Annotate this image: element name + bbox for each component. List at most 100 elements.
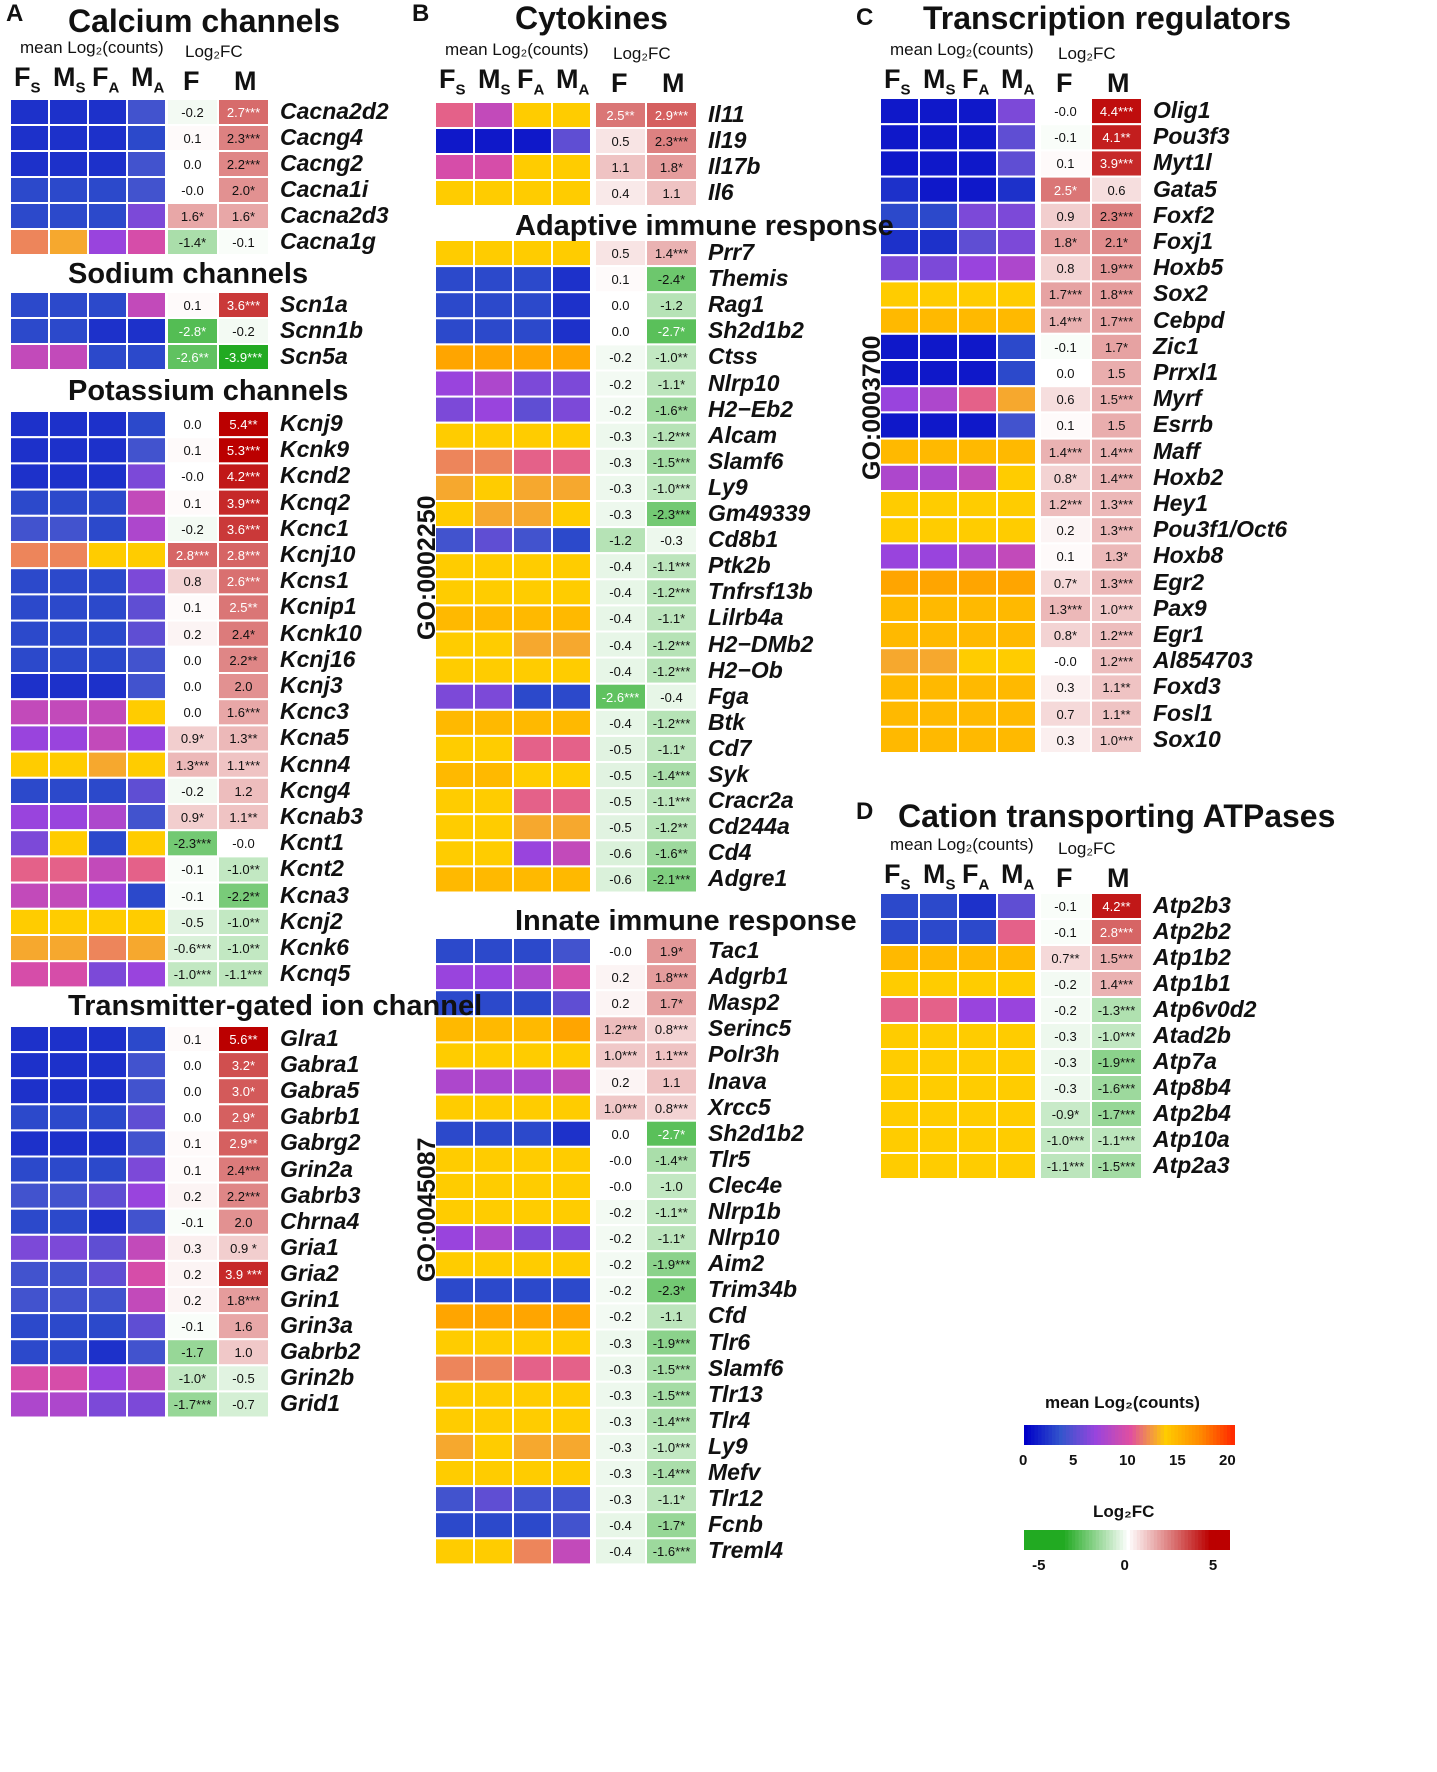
count-cell (9, 619, 50, 648)
count-cell (48, 1286, 89, 1315)
gene-label: Cd7 (708, 734, 752, 761)
count-cell (957, 175, 998, 204)
count-cell (879, 385, 920, 414)
gene-label: Foxj1 (1153, 228, 1214, 254)
count-cell (996, 594, 1037, 623)
count-cell (918, 944, 959, 972)
fc-value: -1.1* (657, 376, 686, 392)
gene-label: Cacna2d2 (280, 98, 389, 124)
fc-value: 5.6** (229, 1032, 258, 1047)
fc-cell (645, 865, 698, 894)
count-cell (87, 150, 128, 178)
gene-label: Kcnj3 (280, 672, 343, 698)
count-cell (551, 787, 592, 816)
gene-label: Al854703 (1153, 647, 1253, 674)
count-cell (473, 865, 514, 894)
count-cell (48, 228, 89, 256)
fc-cell (217, 698, 270, 727)
count-cell (126, 1312, 167, 1341)
count-cell (879, 306, 920, 335)
count-cell (918, 621, 959, 650)
fc-value: 1.2*** (603, 1022, 638, 1038)
fc-cell (217, 907, 270, 936)
fc-header: Log₂FC (185, 42, 243, 61)
fc-value: 2.3*** (654, 134, 689, 149)
fc-legend-gradient (1030, 1530, 1036, 1550)
fc-cell (1039, 918, 1092, 946)
count-cell (551, 1224, 592, 1253)
counts-legend-gradient (1111, 1425, 1116, 1445)
fc-legend-gradient (1201, 1530, 1207, 1550)
fc-value: 1.4*** (1099, 444, 1134, 460)
count-cell (918, 149, 959, 178)
fc-value: 2.5** (229, 600, 258, 616)
count-cell (551, 369, 592, 398)
counts-legend-gradient (1097, 1425, 1102, 1445)
count-cell (551, 1119, 592, 1148)
count-cell (48, 410, 89, 439)
fc-legend-gradient (1037, 1530, 1043, 1550)
gene-label: Kcnn4 (280, 750, 351, 777)
fc-cell (166, 803, 219, 832)
fc-value: -1.2 (660, 298, 683, 314)
counts-legend-gradient (1216, 1425, 1221, 1445)
count-cell (512, 989, 553, 1018)
count-cell (957, 1074, 998, 1102)
gene-label: Sox2 (1153, 280, 1208, 307)
counts-legend-gradient (1202, 1425, 1207, 1445)
gene-label: Cfd (708, 1302, 747, 1329)
fc-value: 2.7*** (226, 105, 261, 120)
count-cell (551, 1328, 592, 1357)
count-cell (918, 725, 959, 754)
count-cell (126, 410, 167, 439)
count-cell (473, 1015, 514, 1044)
fc-value: -1.1*** (1097, 1133, 1136, 1148)
count-cell (48, 124, 89, 152)
fc-legend-gradient (1044, 1530, 1049, 1550)
fc-cell (1039, 1152, 1092, 1180)
fc-value: 0.0 (183, 705, 202, 721)
count-cell (126, 1233, 167, 1262)
count-cell (434, 839, 475, 868)
fc-value: 2.0 (234, 679, 253, 694)
gene-label: Grin2a (280, 1155, 353, 1182)
counts-header: mean Log₂(counts) (890, 835, 1034, 854)
gene-label: Tnfrsf13b (708, 578, 813, 605)
fc-value: -0.0 (181, 469, 204, 485)
fc-cell (1090, 228, 1143, 257)
count-cell (473, 734, 514, 764)
count-cell (87, 436, 128, 465)
fc-value: -1.1 (660, 1309, 683, 1325)
fc-value: -1.2** (655, 820, 688, 836)
count-cell (473, 343, 514, 372)
count-cell (551, 813, 592, 842)
fc-cell (217, 960, 270, 989)
gene-label: Gabra1 (280, 1051, 360, 1078)
counts-legend-gradient (1195, 1425, 1200, 1445)
gene-label: Slamf6 (708, 447, 784, 474)
count-cell (512, 656, 553, 685)
count-cell (48, 672, 89, 701)
count-cell (434, 317, 475, 346)
fc-cell (1090, 123, 1143, 152)
fc-value: -1.1* (657, 1492, 686, 1508)
count-cell (473, 604, 514, 633)
fc-value: 0.7 (1056, 706, 1075, 722)
count-cell (473, 656, 514, 685)
fc-value: 3.9*** (226, 495, 261, 511)
count-cell (918, 201, 959, 231)
fc-cell (1090, 411, 1143, 440)
column-label-MA: MA (131, 62, 165, 97)
count-cell (87, 567, 128, 596)
count-cell (957, 490, 998, 519)
count-cell (434, 787, 475, 816)
fc-cell (1039, 149, 1092, 178)
fc-cell (594, 682, 647, 711)
count-cell (996, 97, 1037, 126)
count-cell (879, 568, 920, 597)
fc-cell (645, 1537, 698, 1566)
fc-value: 2.9** (229, 1136, 258, 1152)
fc-cell (217, 724, 270, 753)
count-cell (473, 682, 514, 711)
fc-value: 1.5*** (1099, 392, 1134, 408)
